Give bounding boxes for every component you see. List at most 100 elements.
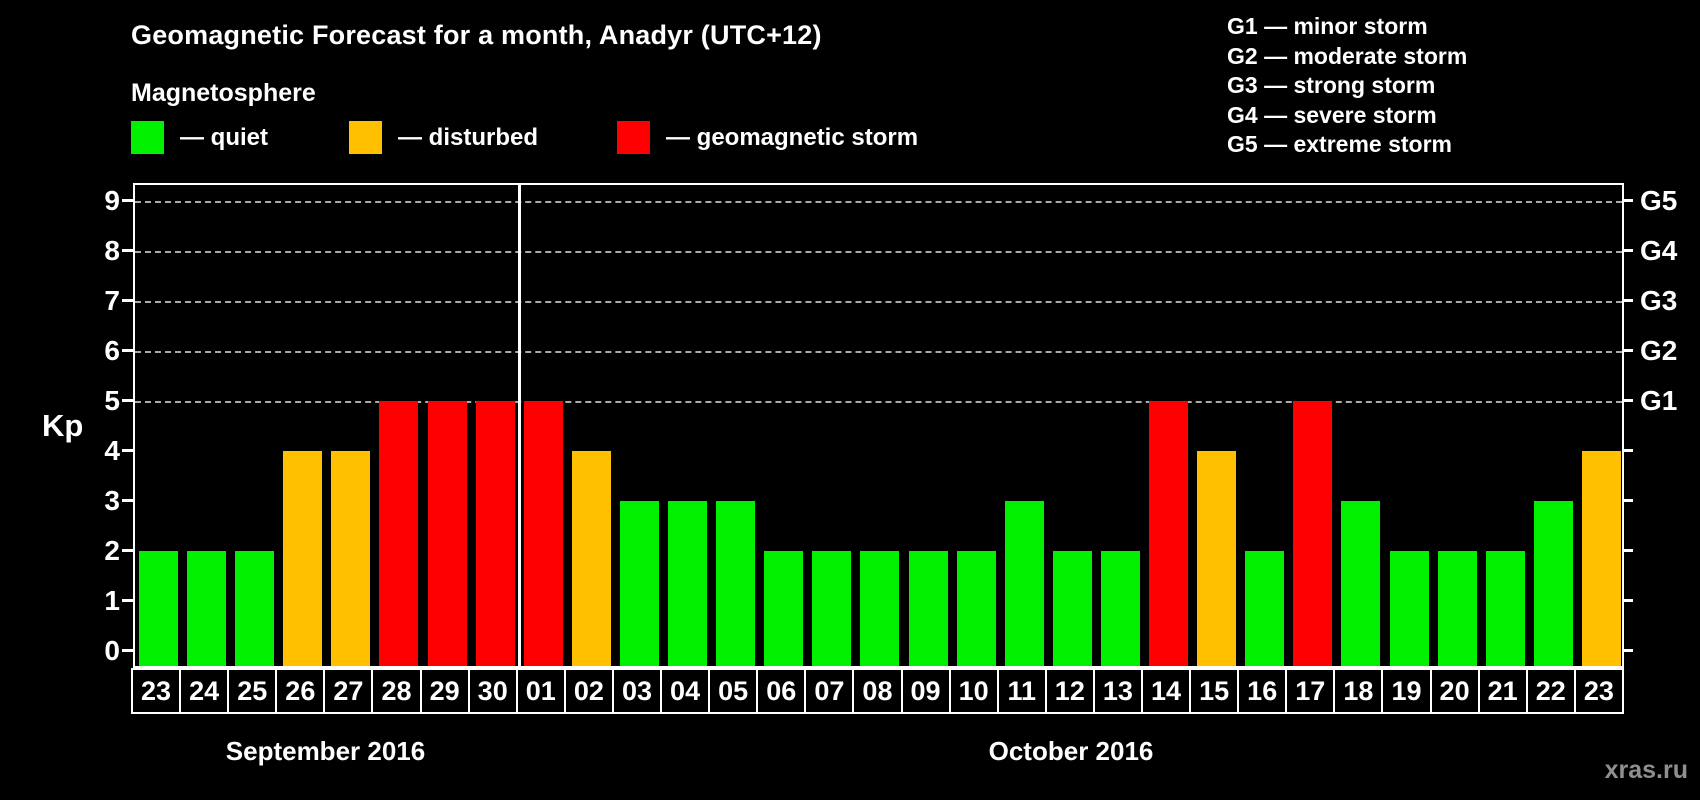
y-tick-right-9 bbox=[1622, 199, 1633, 202]
y-tick-right-5 bbox=[1622, 399, 1633, 402]
y-tick-label-6: 6 bbox=[104, 335, 120, 366]
date-cell-17: 17 bbox=[1285, 668, 1336, 714]
g-scale-label-g2: G2 bbox=[1640, 335, 1678, 366]
bar-day-19 bbox=[1390, 551, 1429, 666]
bar-day-05 bbox=[716, 501, 755, 666]
date-axis: 23 24 25 26 27 28 29 30 01 02 03 04 05 06 07 08 09 10 11 12… bbox=[131, 668, 1624, 714]
date-cell-24: 24 bbox=[179, 668, 230, 714]
legend-swatch-quiet-icon bbox=[131, 121, 164, 154]
date-cell-08: 08 bbox=[852, 668, 903, 714]
bar-day-17 bbox=[1293, 401, 1332, 666]
y-tick-left-0 bbox=[122, 649, 133, 652]
legend-item-disturbed: — disturbed bbox=[349, 121, 538, 154]
magnetosphere-label: Magnetosphere bbox=[131, 79, 316, 107]
storm-scale-line: G2 — moderate storm bbox=[1227, 42, 1468, 69]
date-cell-16: 16 bbox=[1237, 668, 1288, 714]
g-scale-label-g1: G1 bbox=[1640, 385, 1678, 416]
date-cell-02: 02 bbox=[563, 668, 614, 714]
bar-day-24 bbox=[187, 551, 226, 666]
g-scale-label-g3: G3 bbox=[1640, 285, 1678, 316]
date-cell-27: 27 bbox=[323, 668, 374, 714]
bar-day-08 bbox=[860, 551, 899, 666]
legend-item-quiet: — quiet bbox=[131, 121, 268, 154]
bar-day-27 bbox=[331, 451, 370, 666]
month-separator-line bbox=[518, 185, 521, 666]
date-cell-05: 05 bbox=[708, 668, 759, 714]
y-tick-left-9 bbox=[122, 199, 133, 202]
date-cell-15: 15 bbox=[1189, 668, 1240, 714]
y-tick-left-1 bbox=[122, 599, 133, 602]
date-cell-07: 07 bbox=[804, 668, 855, 714]
y-tick-label-0: 0 bbox=[104, 635, 120, 666]
gridline-kp6 bbox=[135, 351, 1622, 353]
gridline-kp5 bbox=[135, 401, 1622, 403]
bar-day-14 bbox=[1149, 401, 1188, 666]
bar-day-03 bbox=[620, 501, 659, 666]
chart-title: Geomagnetic Forecast for a month, Anadyr… bbox=[131, 20, 822, 50]
bar-day-15 bbox=[1197, 451, 1236, 666]
date-cell-18: 18 bbox=[1333, 668, 1384, 714]
y-tick-right-1 bbox=[1622, 599, 1633, 602]
bar-day-10 bbox=[957, 551, 996, 666]
y-tick-label-9: 9 bbox=[104, 185, 120, 216]
date-cell-10: 10 bbox=[948, 668, 999, 714]
date-cell-11: 11 bbox=[996, 668, 1047, 714]
date-cell-25: 25 bbox=[227, 668, 278, 714]
legend-label-disturbed: — disturbed bbox=[398, 123, 539, 151]
date-cell-30: 30 bbox=[467, 668, 518, 714]
bar-day-30 bbox=[476, 401, 515, 666]
bar-day-09 bbox=[909, 551, 948, 666]
bar-day-02 bbox=[572, 451, 611, 666]
bar-day-20 bbox=[1438, 551, 1477, 666]
date-cell-29: 29 bbox=[419, 668, 470, 714]
date-cell-20: 20 bbox=[1429, 668, 1480, 714]
y-tick-label-1: 1 bbox=[104, 585, 120, 616]
bar-day-13 bbox=[1101, 551, 1140, 666]
gridline-kp9 bbox=[135, 201, 1622, 203]
bar-day-04 bbox=[668, 501, 707, 666]
y-tick-label-5: 5 bbox=[104, 385, 120, 416]
y-tick-right-3 bbox=[1622, 499, 1633, 502]
date-cell-28: 28 bbox=[371, 668, 422, 714]
date-cell-04: 04 bbox=[660, 668, 711, 714]
legend-swatch-storm-icon bbox=[617, 121, 650, 154]
date-cell-22: 22 bbox=[1525, 668, 1576, 714]
date-cell-23: 23 bbox=[1573, 668, 1624, 714]
y-tick-right-2 bbox=[1622, 549, 1633, 552]
bar-day-11 bbox=[1005, 501, 1044, 666]
date-cell-03: 03 bbox=[611, 668, 663, 714]
y-tick-label-4: 4 bbox=[104, 435, 120, 466]
legend-label-storm: — geomagnetic storm bbox=[666, 123, 919, 151]
y-tick-label-3: 3 bbox=[104, 485, 120, 516]
y-tick-left-2 bbox=[122, 549, 133, 552]
bar-day-25 bbox=[235, 551, 274, 666]
storm-scale-line: G4 — severe storm bbox=[1227, 101, 1437, 128]
bar-day-23 bbox=[139, 551, 178, 666]
legend-item-storm: — geomagnetic storm bbox=[617, 121, 918, 154]
y-tick-left-3 bbox=[122, 499, 133, 502]
storm-scale-legend: G1 — minor storm G2 — moderate storm G3 — … bbox=[1227, 12, 1467, 160]
y-tick-label-7: 7 bbox=[104, 285, 120, 316]
bar-day-26 bbox=[283, 451, 322, 666]
date-cell-14: 14 bbox=[1140, 668, 1192, 714]
gridline-kp7 bbox=[135, 301, 1622, 303]
watermark: xras.ru bbox=[1604, 756, 1688, 784]
bar-day-12 bbox=[1053, 551, 1092, 666]
bar-day-28 bbox=[379, 401, 418, 666]
bar-day-07 bbox=[812, 551, 851, 666]
gridline-kp8 bbox=[135, 251, 1622, 253]
plot-area bbox=[133, 183, 1624, 668]
bar-day-01 bbox=[524, 401, 563, 666]
y-tick-left-4 bbox=[122, 449, 133, 452]
bar-day-06 bbox=[764, 551, 803, 666]
y-tick-left-5 bbox=[122, 399, 133, 402]
y-tick-right-4 bbox=[1622, 449, 1633, 452]
month-label-september: September 2016 bbox=[225, 736, 426, 766]
legend-label-quiet: — quiet bbox=[180, 123, 268, 151]
date-cell-23: 23 bbox=[131, 668, 182, 714]
month-label-october: October 2016 bbox=[988, 736, 1154, 766]
date-cell-26: 26 bbox=[275, 668, 326, 714]
storm-scale-line: G1 — minor storm bbox=[1227, 13, 1428, 39]
y-tick-label-2: 2 bbox=[104, 535, 120, 566]
